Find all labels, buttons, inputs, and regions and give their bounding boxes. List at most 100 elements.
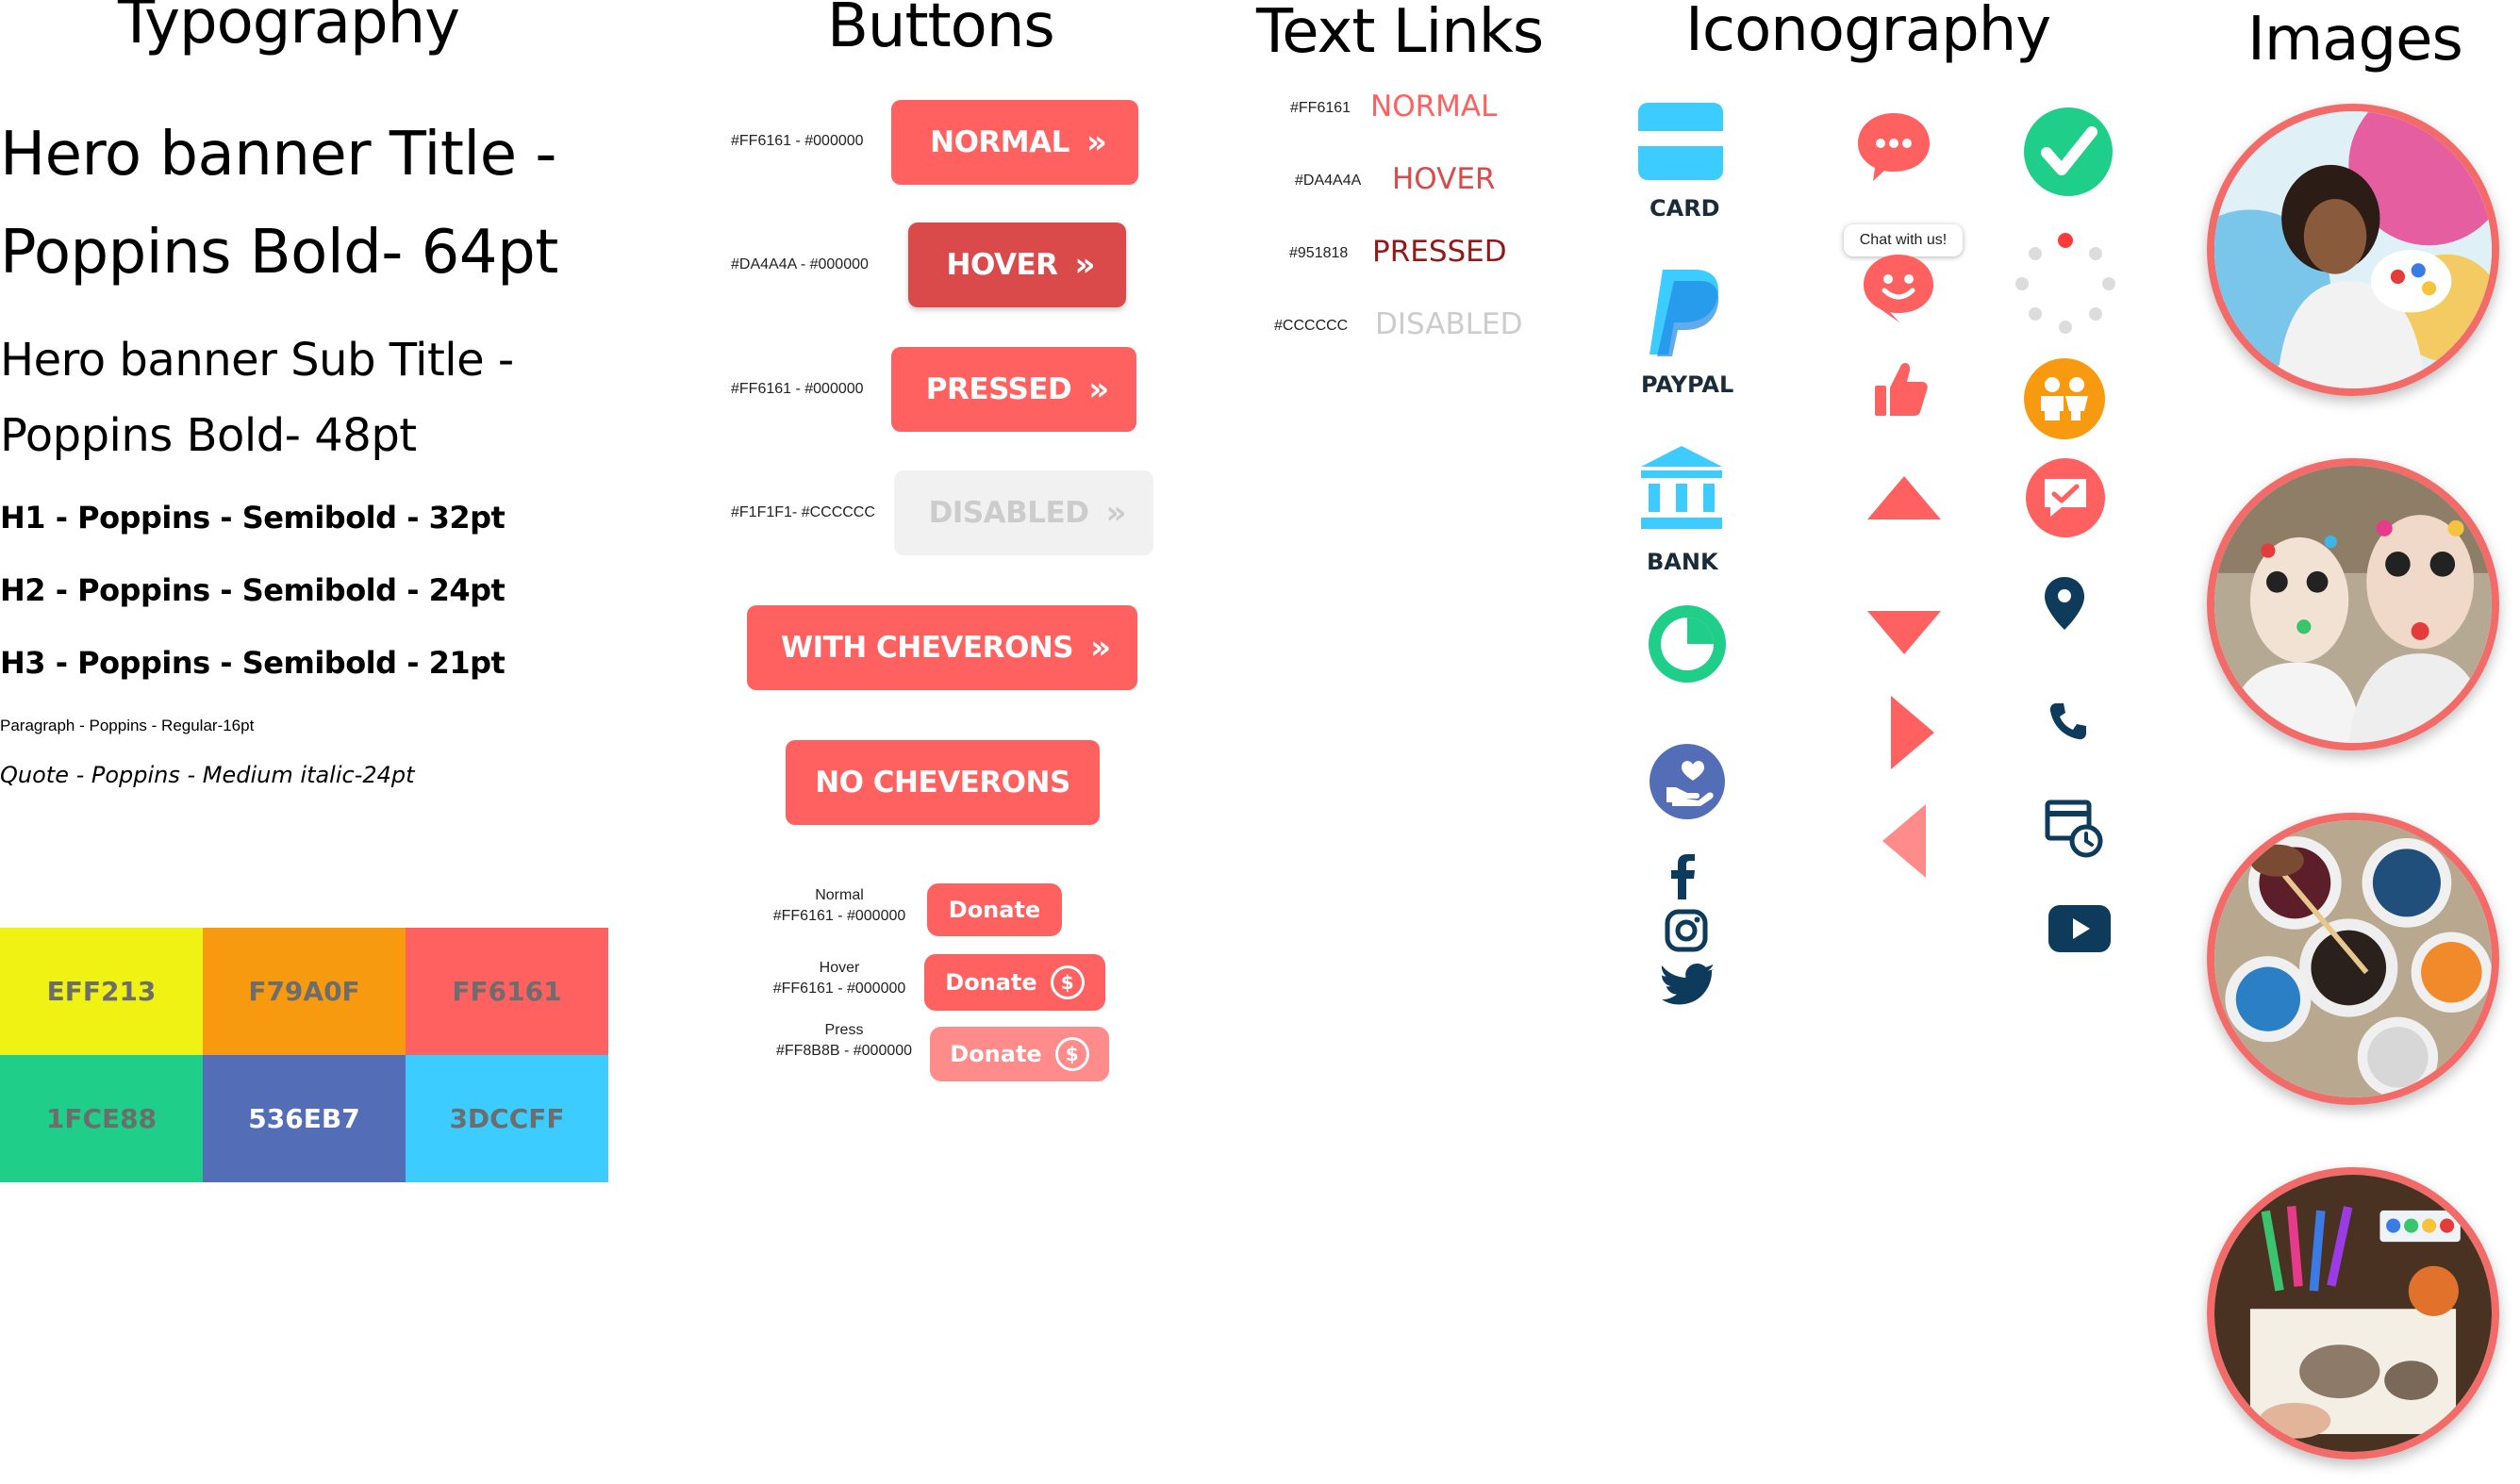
- chat-with-us-bubble[interactable]: Chat with us!: [1844, 224, 1963, 256]
- donate-press-caption: Press #FF8B8B - #000000: [764, 1020, 924, 1062]
- disabled-button[interactable]: DISABLED »: [894, 470, 1153, 555]
- link-pressed[interactable]: PRESSED: [1372, 235, 1507, 269]
- text-links-section-title: Text Links: [1256, 0, 1544, 67]
- link-normal-code: #FF6161: [1290, 100, 1351, 116]
- quote-sample: Quote - Poppins - Medium italic-24pt: [0, 762, 415, 788]
- instagram-icon: [1665, 909, 1708, 952]
- photo-kids-masks-art: [2214, 466, 2492, 743]
- no-chevrons-label: NO CHEVERONS: [815, 766, 1070, 800]
- normal-button-label: NORMAL: [930, 125, 1069, 159]
- arrow-up-icon: [1867, 476, 1941, 519]
- donate-label: Donate: [948, 897, 1041, 923]
- hero-subtitle-line-2: Poppins Bold- 48pt: [0, 409, 417, 462]
- hover-button[interactable]: HOVER »: [908, 223, 1126, 307]
- photo-markers-crafts: [2207, 1167, 2499, 1459]
- link-hover[interactable]: HOVER: [1392, 162, 1496, 196]
- pressed-button-code: #FF6161 - #000000: [731, 381, 864, 397]
- typography-section-title: Typography: [118, 0, 460, 58]
- with-chevrons-button[interactable]: WITH CHEVERONS »: [747, 605, 1137, 690]
- donate-button-normal[interactable]: Donate: [927, 883, 1062, 936]
- photo-child-painting: [2207, 104, 2499, 396]
- calendar-clock-icon: [2045, 800, 2103, 858]
- twitter-icon: [1662, 964, 1715, 1005]
- link-pressed-code: #951818: [1289, 245, 1349, 261]
- hero-subtitle-sample: Hero banner Sub Title - Poppins Bold- 48…: [0, 322, 514, 473]
- donate-button-press[interactable]: Donate $: [930, 1027, 1109, 1081]
- donate-press-state: Press: [824, 1022, 864, 1038]
- photo-markers-crafts-art: [2214, 1175, 2492, 1452]
- disabled-button-code: #F1F1F1- #CCCCCC: [731, 504, 875, 520]
- donate-hover-state: Hover: [819, 960, 860, 976]
- donate-press-code: #FF8B8B - #000000: [775, 1043, 913, 1059]
- chevron-right-icon: »: [1088, 371, 1109, 408]
- with-chevrons-label: WITH CHEVERONS: [780, 631, 1074, 665]
- chat-with-us-label: Chat with us!: [1859, 232, 1948, 248]
- heart-hand-icon: [1650, 744, 1725, 819]
- swatch-label: EFF213: [46, 976, 157, 1007]
- chevron-right-icon: »: [1074, 246, 1096, 284]
- chevron-right-icon: »: [1090, 629, 1111, 667]
- card-caption: CARD: [1650, 195, 1720, 222]
- link-hover-code: #DA4A4A: [1295, 173, 1362, 189]
- bank-caption: BANK: [1647, 549, 1718, 575]
- pressed-button-label: PRESSED: [925, 372, 1072, 406]
- swatch-orange: F79A0F: [203, 928, 406, 1055]
- link-disabled-code: #CCCCCC: [1274, 318, 1349, 334]
- check-icon: [2024, 107, 2113, 196]
- loading-icon: [2015, 233, 2115, 334]
- message-check-icon: [2026, 458, 2105, 537]
- swatch-label: FF6161: [452, 976, 562, 1007]
- hero-title-line-2: Poppins Bold- 64pt: [0, 218, 558, 288]
- photo-kids-masks: [2207, 458, 2499, 750]
- donate-button-hover[interactable]: Donate $: [924, 954, 1105, 1011]
- swatch-light-blue: 3DCCFF: [406, 1055, 608, 1182]
- paypal-caption: PAYPAL: [1641, 371, 1734, 398]
- donate-normal-code: #FF6161 - #000000: [772, 908, 906, 924]
- donate-hover-code: #FF6161 - #000000: [772, 981, 906, 997]
- chat-face-icon: [1864, 255, 1933, 322]
- dollar-coin-icon: $: [1054, 1037, 1089, 1071]
- donate-normal-state: Normal: [815, 887, 864, 903]
- arrow-left-icon: [1882, 804, 1926, 878]
- normal-button-code: #FF6161 - #000000: [731, 133, 864, 149]
- donate-label: Donate: [950, 1041, 1042, 1067]
- photo-child-painting-art: [2214, 111, 2492, 388]
- chat-icon: [1858, 113, 1930, 181]
- images-section-title: Images: [2247, 5, 2463, 74]
- swatch-red: FF6161: [406, 928, 608, 1055]
- iconography-section-title: Iconography: [1685, 0, 2051, 65]
- kids-icon: [2024, 358, 2105, 439]
- swatch-label: F79A0F: [248, 976, 360, 1007]
- buttons-section-title: Buttons: [827, 0, 1055, 61]
- phone-icon: [2049, 703, 2086, 740]
- hover-button-code: #DA4A4A - #000000: [731, 256, 869, 272]
- bank-icon: [1641, 446, 1722, 529]
- donate-label: Donate: [945, 969, 1037, 996]
- swatch-blue: 536EB7: [203, 1055, 406, 1182]
- chevron-right-icon: »: [1105, 494, 1126, 532]
- h1-sample: H1 - Poppins - Semibold - 32pt: [0, 500, 506, 536]
- disabled-button-label: DISABLED: [928, 496, 1089, 530]
- no-chevrons-button[interactable]: NO CHEVERONS: [786, 740, 1100, 825]
- hero-title-line-1: Hero banner Title -: [0, 120, 556, 190]
- link-disabled[interactable]: DISABLED: [1375, 307, 1523, 341]
- h2-sample: H2 - Poppins - Semibold - 24pt: [0, 572, 506, 608]
- hover-button-label: HOVER: [946, 248, 1059, 282]
- thumbs-up-icon: [1875, 363, 1928, 416]
- card-icon: [1638, 103, 1723, 180]
- swatch-green: 1FCE88: [0, 1055, 203, 1182]
- swatch-label: 1FCE88: [45, 1103, 158, 1134]
- paypal-icon: [1650, 270, 1719, 356]
- pressed-button[interactable]: PRESSED »: [891, 347, 1136, 432]
- swatch-label: 536EB7: [248, 1103, 360, 1134]
- normal-button[interactable]: NORMAL »: [891, 100, 1138, 185]
- location-pin-icon: [2045, 577, 2084, 630]
- facebook-icon: [1671, 854, 1695, 899]
- chevron-right-icon: »: [1086, 124, 1107, 161]
- dollar-coin-icon: $: [1050, 965, 1085, 999]
- paragraph-sample: Paragraph - Poppins - Regular-16pt: [0, 717, 255, 734]
- hero-title-sample: Hero banner Title - Poppins Bold- 64pt: [0, 106, 558, 302]
- donate-normal-caption: Normal #FF6161 - #000000: [764, 885, 915, 927]
- swatch-yellow: EFF213: [0, 928, 203, 1055]
- link-normal[interactable]: NORMAL: [1370, 90, 1498, 124]
